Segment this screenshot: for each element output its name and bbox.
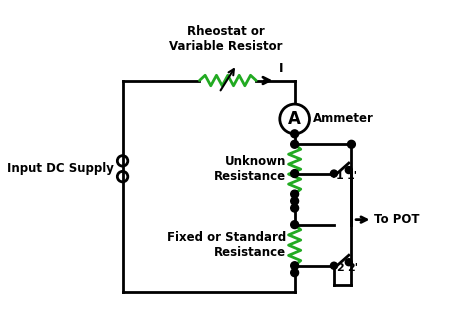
Circle shape [330, 262, 337, 269]
Text: 1': 1' [347, 171, 358, 181]
Text: Rheostat or
Variable Resistor: Rheostat or Variable Resistor [170, 25, 283, 53]
Text: 2': 2' [347, 263, 358, 273]
Circle shape [291, 269, 298, 277]
Circle shape [291, 190, 298, 198]
Circle shape [291, 221, 298, 228]
Text: To POT: To POT [374, 213, 419, 226]
Text: A: A [288, 110, 301, 128]
Text: 2: 2 [336, 263, 343, 273]
Circle shape [345, 259, 353, 266]
Circle shape [291, 204, 298, 212]
Text: Input DC Supply: Input DC Supply [7, 162, 114, 175]
Text: I: I [279, 62, 283, 75]
Circle shape [330, 170, 337, 177]
Circle shape [291, 262, 298, 270]
Text: Ammeter: Ammeter [313, 113, 374, 126]
Text: 1: 1 [336, 171, 343, 181]
Circle shape [345, 167, 353, 174]
Circle shape [347, 140, 355, 148]
Text: Fixed or Standard
Resistance: Fixed or Standard Resistance [167, 231, 286, 259]
Circle shape [291, 130, 298, 138]
Circle shape [291, 197, 298, 205]
Text: Unknown
Resistance: Unknown Resistance [214, 155, 286, 183]
Circle shape [280, 104, 310, 134]
Circle shape [291, 170, 298, 177]
Circle shape [291, 140, 298, 148]
